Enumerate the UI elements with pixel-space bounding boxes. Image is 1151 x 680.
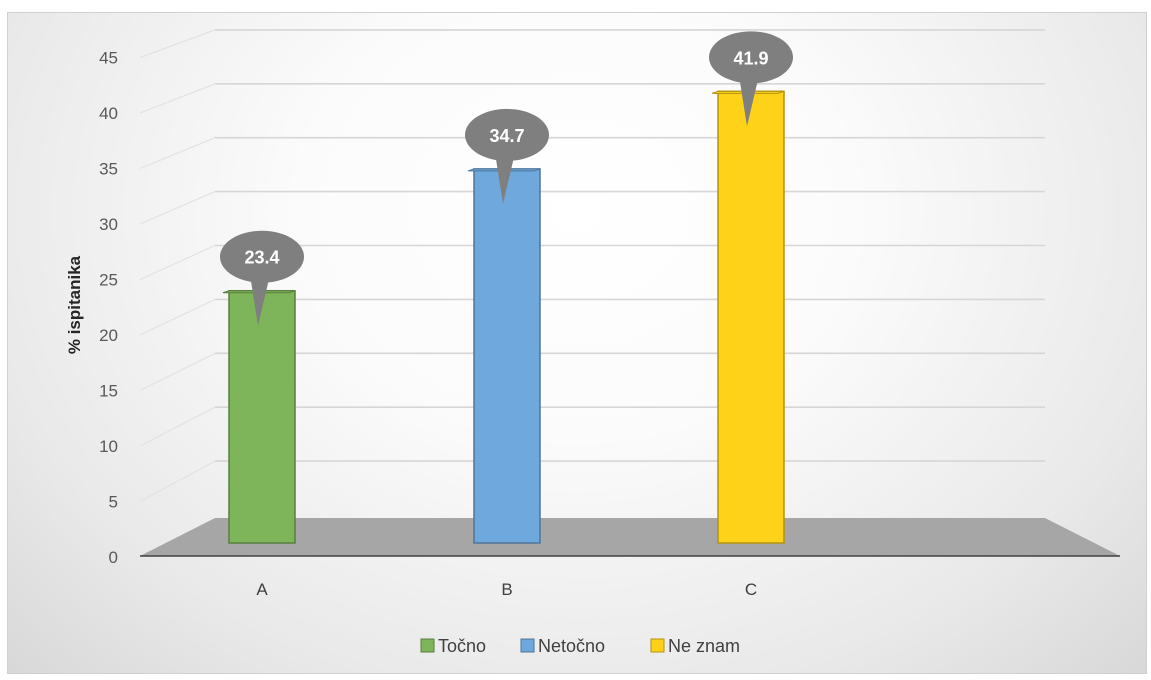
legend-label: Točno <box>438 636 486 656</box>
y-tick-label: 35 <box>99 160 118 179</box>
category-label: C <box>745 580 757 599</box>
gridline-depth <box>139 406 216 447</box>
chart-area <box>7 12 1147 674</box>
data-label: 23.4 <box>244 248 279 268</box>
data-label: 34.7 <box>489 126 524 146</box>
callout-bubble <box>465 108 549 161</box>
legend: Točno Netočno Ne znam <box>420 636 740 656</box>
bar-a <box>222 289 296 544</box>
y-tick-label: 40 <box>99 104 118 123</box>
gridline-depth <box>139 460 216 503</box>
gridline-depth <box>139 298 216 336</box>
y-tick-label: 15 <box>99 382 118 401</box>
legend-swatch <box>650 638 665 653</box>
legend-item: Točno <box>420 636 486 656</box>
legend-label: Netočno <box>538 636 605 656</box>
callout-bubble <box>709 31 793 84</box>
chart-floor <box>140 518 1120 557</box>
callout-pointer <box>250 274 270 326</box>
gridline-depth <box>139 191 216 225</box>
gridline-depth <box>139 83 216 114</box>
legend-label: Ne znam <box>668 636 740 656</box>
data-label: 41.9 <box>733 48 768 68</box>
bar-front <box>717 90 785 544</box>
data-label-callout: 23.4 <box>220 230 304 326</box>
y-tick-label: 45 <box>99 49 118 68</box>
y-tick-label: 0 <box>109 548 118 567</box>
y-axis-title: % ispitanika <box>65 255 84 354</box>
legend-item: Ne znam <box>650 636 740 656</box>
floor-plane <box>140 518 1120 556</box>
y-tick-label: 10 <box>99 437 118 456</box>
data-label-callout: 34.7 <box>465 108 549 204</box>
bar-b <box>467 168 541 544</box>
data-labels: 23.4 34.7 41.9 <box>220 31 793 326</box>
gridlines <box>139 29 1045 503</box>
legend-item: Netočno <box>520 636 605 656</box>
callout-pointer <box>495 152 515 204</box>
bar-front <box>473 168 541 544</box>
data-label-callout: 41.9 <box>709 31 793 127</box>
category-labels: A B C <box>256 580 757 599</box>
bars <box>222 90 785 544</box>
y-tick-label: 20 <box>99 326 118 345</box>
category-label: A <box>256 580 268 599</box>
y-tick-label: 25 <box>99 271 118 290</box>
category-label: B <box>501 580 512 599</box>
gridline-depth <box>139 352 216 392</box>
y-tick-label: 5 <box>109 493 118 512</box>
gridline-depth <box>139 137 216 170</box>
y-tick-label: 30 <box>99 215 118 234</box>
legend-swatch <box>420 638 435 653</box>
callout-bubble <box>220 230 304 283</box>
bar-c <box>711 90 785 544</box>
y-axis-ticks: 0 5 10 15 20 25 30 35 40 45 <box>99 49 118 568</box>
legend-swatch <box>520 638 535 653</box>
gridline-depth <box>139 29 216 59</box>
bar-front <box>228 289 296 544</box>
gridline-depth <box>139 244 216 281</box>
callout-pointer <box>739 75 759 127</box>
